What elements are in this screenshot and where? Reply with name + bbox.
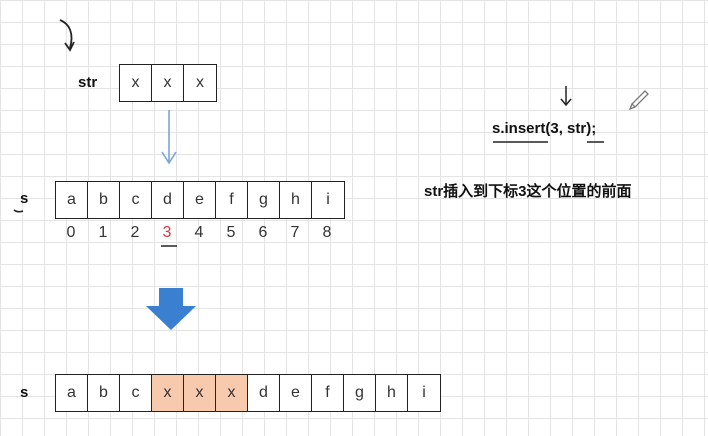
s-label-bottom: s	[20, 384, 29, 401]
index-label: 5	[226, 224, 236, 241]
index-label: 3	[162, 224, 172, 241]
index-row: 0 1 2 3 4 5 6 7 8	[55, 224, 343, 242]
index-label: 4	[194, 224, 204, 241]
result-cell: x	[184, 375, 216, 411]
result-cell: b	[88, 375, 120, 411]
description-text: str插入到下标3这个位置的前面	[424, 183, 632, 200]
s-cell: g	[248, 182, 280, 218]
index-label: 7	[290, 224, 300, 241]
result-cell: x	[152, 375, 184, 411]
index-label: 1	[98, 224, 108, 241]
down-arrow-icon	[560, 86, 572, 107]
result-cell: c	[120, 375, 152, 411]
s-cell: i	[326, 191, 330, 208]
curved-arrow-icon	[59, 19, 75, 52]
s-cell: c	[120, 182, 152, 218]
s-cell: h	[280, 182, 312, 218]
index-label: 6	[258, 224, 268, 241]
result-cell: h	[376, 375, 408, 411]
str-cell: x	[120, 65, 152, 101]
pencil-icon	[628, 90, 649, 111]
result-cell: a	[56, 375, 88, 411]
code-text: s.insert(3, str);	[492, 120, 597, 137]
str-cell: x	[196, 74, 204, 91]
index-label: 2	[130, 224, 140, 241]
str-label: str	[78, 74, 98, 91]
s-cell: e	[184, 182, 216, 218]
result-cell: i	[422, 384, 426, 401]
s-cell: f	[216, 182, 248, 218]
result-cell: g	[344, 375, 376, 411]
s-cell: a	[56, 182, 88, 218]
index-label: 0	[66, 224, 76, 241]
result-cell: e	[280, 375, 312, 411]
s-cell: b	[88, 182, 120, 218]
result-cell: f	[312, 375, 344, 411]
s-cell: d	[152, 182, 184, 218]
index-label: 8	[322, 224, 332, 241]
insert-arrow	[161, 110, 177, 165]
result-cell: d	[248, 375, 280, 411]
dash-mark	[13, 209, 24, 213]
str-cell: x	[152, 65, 184, 101]
result-cell: x	[216, 375, 248, 411]
s-label-top: s	[20, 190, 29, 207]
big-down-arrow	[146, 288, 196, 330]
